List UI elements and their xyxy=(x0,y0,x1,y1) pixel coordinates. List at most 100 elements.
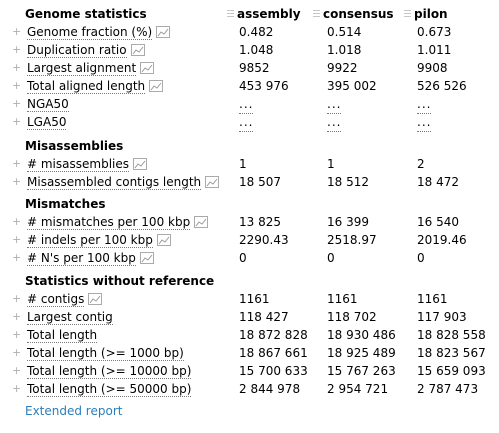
metric-label: NGA50 xyxy=(27,95,69,113)
table-row[interactable]: + Genome fraction (%) 0.482 0.514 0.673 xyxy=(0,23,499,41)
metric-label: Misassembled contigs length xyxy=(27,173,220,191)
bar-chart-icon[interactable] xyxy=(88,293,103,305)
table-row[interactable]: + Total aligned length 453 976 395 002 526 5… xyxy=(0,77,499,95)
cell-pilon: 526 526 xyxy=(417,79,467,93)
cell-consensus: 18 925 489 xyxy=(327,346,396,360)
metric-label: Duplication ratio xyxy=(27,41,145,59)
metric-label-text: LGA50 xyxy=(27,115,67,130)
cell-assembly: 0 xyxy=(239,251,247,265)
metric-label: # mismatches per 100 kbp xyxy=(27,213,209,231)
metric-label: Total length (>= 50000 bp) xyxy=(27,380,192,398)
plus-icon[interactable]: + xyxy=(12,364,22,377)
bar-chart-icon[interactable] xyxy=(130,44,145,56)
plus-icon[interactable]: + xyxy=(12,251,22,264)
plus-icon[interactable]: + xyxy=(12,61,22,74)
section-title: Misassemblies xyxy=(0,137,499,155)
bar-chart-icon[interactable] xyxy=(149,80,164,92)
column-consensus[interactable]: consensus xyxy=(313,5,394,23)
cell-pilon: ... xyxy=(417,95,432,114)
plus-icon[interactable]: + xyxy=(12,79,22,92)
table-row[interactable]: + # mismatches per 100 kbp 13 825 16 399 16 … xyxy=(0,213,499,231)
cell-assembly: 453 976 xyxy=(239,79,289,93)
cell-assembly: 2290.43 xyxy=(239,233,289,247)
cell-pilon: ... xyxy=(417,113,432,132)
table-row[interactable]: + Total length 18 872 828 18 930 486 18 828 … xyxy=(0,326,499,344)
table-row[interactable]: + Duplication ratio 1.048 1.018 1.011 xyxy=(0,41,499,59)
cell-pilon: 2 787 473 xyxy=(417,382,479,396)
plus-icon[interactable]: + xyxy=(12,382,22,395)
metric-label: Genome fraction (%) xyxy=(27,23,171,41)
bar-chart-icon[interactable] xyxy=(194,216,209,228)
table-row[interactable]: + Total length (>= 10000 bp) 15 700 633 15 … xyxy=(0,362,499,380)
metric-label-text: Duplication ratio xyxy=(27,43,127,58)
cell-consensus: 18 512 xyxy=(327,175,369,189)
table-row[interactable]: + # misassemblies 1 1 2 xyxy=(0,155,499,173)
section-heading: Statistics without reference xyxy=(25,274,215,288)
column-assembly[interactable]: assembly xyxy=(227,5,301,23)
plus-icon[interactable]: + xyxy=(12,115,22,128)
plus-icon[interactable]: + xyxy=(12,43,22,56)
metric-label: Total aligned length xyxy=(27,77,164,95)
plus-icon[interactable]: + xyxy=(12,175,22,188)
cell-consensus: 1.018 xyxy=(327,43,362,57)
metric-label: Total length (>= 10000 bp) xyxy=(27,362,192,380)
metric-label: Total length xyxy=(27,326,98,344)
cell-consensus: ... xyxy=(327,95,342,114)
cell-pilon: 18 828 558 xyxy=(417,328,486,342)
cell-consensus: 2518.97 xyxy=(327,233,377,247)
plus-icon[interactable]: + xyxy=(12,328,22,341)
table-row[interactable]: + Misassembled contigs length 18 507 18 512… xyxy=(0,173,499,191)
metric-label-text: Total length xyxy=(27,328,98,343)
metric-label-text: Misassembled contigs length xyxy=(27,175,202,190)
drag-grip-icon[interactable] xyxy=(313,10,320,19)
bar-chart-icon[interactable] xyxy=(139,252,154,264)
cell-consensus: 9922 xyxy=(327,61,358,75)
column-pilon[interactable]: pilon xyxy=(404,5,448,23)
bar-chart-icon[interactable] xyxy=(205,176,220,188)
cell-assembly: ... xyxy=(239,95,254,114)
table-row[interactable]: + Largest alignment 9852 9922 9908 xyxy=(0,59,499,77)
plus-icon[interactable]: + xyxy=(12,157,22,170)
table-row[interactable]: + # indels per 100 kbp 2290.43 2518.97 2019.… xyxy=(0,231,499,249)
cell-assembly: 1161 xyxy=(239,292,270,306)
bar-chart-icon[interactable] xyxy=(133,158,147,170)
cell-consensus: 0 xyxy=(327,251,335,265)
cell-consensus: 0.514 xyxy=(327,25,362,39)
bar-chart-icon[interactable] xyxy=(156,26,171,38)
plus-icon[interactable]: + xyxy=(12,310,22,323)
metric-label: # misassemblies xyxy=(27,155,147,173)
cell-pilon: 9908 xyxy=(417,61,448,75)
metric-label-text: Genome fraction (%) xyxy=(27,25,153,40)
table-row[interactable]: + Total length (>= 50000 bp) 2 844 978 2 95… xyxy=(0,380,499,398)
cell-assembly: 2 844 978 xyxy=(239,382,301,396)
drag-grip-icon[interactable] xyxy=(227,10,234,19)
table-row[interactable]: + # contigs 1161 1161 1161 xyxy=(0,290,499,308)
cell-pilon: 15 659 093 xyxy=(417,364,486,378)
extended-report-link[interactable]: Extended report xyxy=(25,404,123,418)
cell-pilon: 18 472 xyxy=(417,175,459,189)
metric-label-text: Largest contig xyxy=(27,310,113,325)
cell-consensus: 2 954 721 xyxy=(327,382,389,396)
plus-icon[interactable]: + xyxy=(12,215,22,228)
plus-icon[interactable]: + xyxy=(12,292,22,305)
table-row[interactable]: + LGA50......... xyxy=(0,113,499,132)
table-row[interactable]: + # N's per 100 kbp 0 0 0 xyxy=(0,249,499,267)
cell-assembly: 9852 xyxy=(239,61,270,75)
cell-consensus: 1161 xyxy=(327,292,358,306)
plus-icon[interactable]: + xyxy=(12,97,22,110)
drag-grip-icon[interactable] xyxy=(404,10,411,19)
metric-label: # N's per 100 kbp xyxy=(27,249,154,267)
table-row[interactable]: + Largest contig 118 427 118 702 117 903 xyxy=(0,308,499,326)
cell-consensus: ... xyxy=(327,113,342,132)
metric-label-text: # N's per 100 kbp xyxy=(27,251,136,266)
table-row[interactable]: + Total length (>= 1000 bp) 18 867 661 18 9… xyxy=(0,344,499,362)
plus-icon[interactable]: + xyxy=(12,25,22,38)
table-row[interactable]: + NGA50......... xyxy=(0,95,499,114)
cell-assembly: 1.048 xyxy=(239,43,274,57)
plus-icon[interactable]: + xyxy=(12,346,22,359)
section-title: Mismatches xyxy=(0,195,499,213)
bar-chart-icon[interactable] xyxy=(140,62,155,74)
metric-label: LGA50 xyxy=(27,113,67,131)
bar-chart-icon[interactable] xyxy=(156,234,171,246)
plus-icon[interactable]: + xyxy=(12,233,22,246)
